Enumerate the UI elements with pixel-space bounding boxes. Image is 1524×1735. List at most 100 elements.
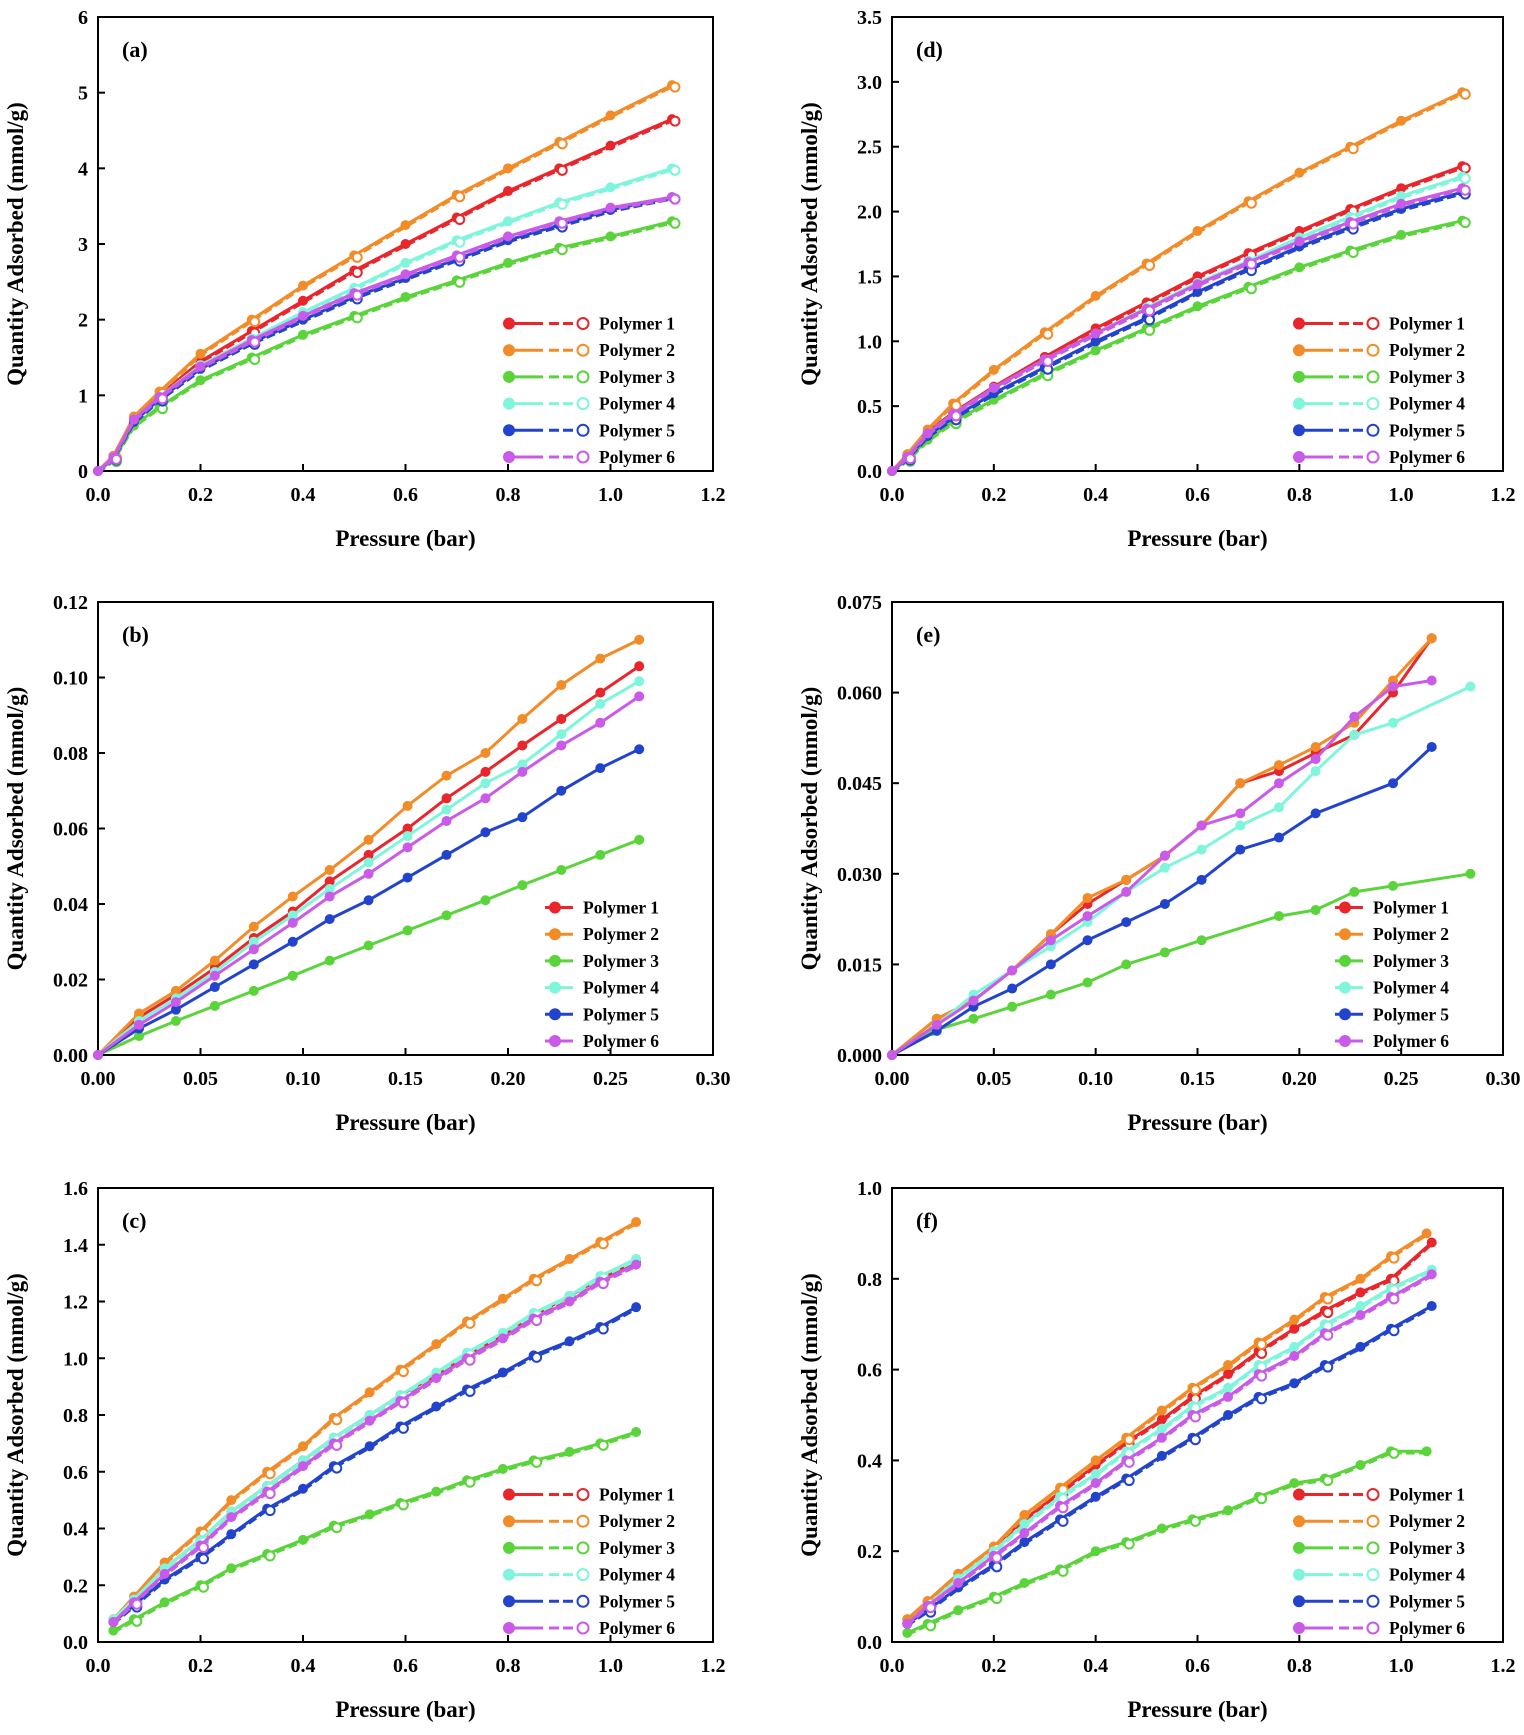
data-point — [287, 970, 298, 981]
legend-item: Polymer 2 — [545, 924, 659, 944]
legend-filled-marker — [503, 1568, 515, 1581]
legend-open-marker — [576, 397, 590, 411]
data-point — [159, 1597, 170, 1608]
legend-item: Polymer 4 — [1335, 978, 1449, 998]
legend-label: Polymer 2 — [599, 340, 675, 360]
data-point — [363, 868, 374, 879]
desorption-point — [397, 1366, 409, 1378]
data-point — [605, 182, 616, 193]
legend-item: Polymer 2 — [503, 340, 675, 360]
desorption-point — [1459, 162, 1471, 174]
data-point — [298, 1461, 308, 1472]
chart-panel: 0.0 0.2 0.4 0.6 0.8 1.0 1.2 0.0 0.2 0.4 0.6 0.8 1.0 P… — [797, 1178, 1516, 1722]
panel-label: (a) — [122, 37, 148, 62]
desorption-point — [669, 115, 681, 127]
data-point — [431, 1486, 442, 1497]
legend-label: Polymer 4 — [599, 1565, 675, 1585]
data-point — [1388, 778, 1399, 789]
data-point — [517, 766, 528, 777]
y-axis-title: Quantity Adsorbed (mmol/g) — [3, 1273, 28, 1557]
legend-item: Polymer 6 — [1335, 1031, 1449, 1051]
x-tick-label: 0.4 — [1083, 1655, 1108, 1677]
data-point — [1235, 844, 1246, 855]
y-tick-label: 3 — [78, 234, 88, 256]
data-point — [402, 925, 413, 936]
data-point — [363, 857, 374, 868]
legend-item: Polymer 2 — [1335, 924, 1449, 944]
data-point — [364, 1415, 375, 1426]
legend-filled-marker — [1293, 317, 1305, 330]
data-point — [400, 239, 411, 249]
series-6 — [93, 691, 645, 1060]
data-point — [556, 729, 567, 740]
desorption-point — [331, 1462, 343, 1474]
x-tick-label: 1.2 — [701, 1655, 726, 1677]
data-point — [564, 1296, 575, 1307]
series-line — [96, 83, 673, 473]
data-point — [1196, 935, 1207, 946]
data-point — [363, 895, 374, 906]
x-tick-label: 0.0 — [880, 1655, 905, 1677]
data-point — [1310, 808, 1321, 819]
desorption-point — [1322, 1475, 1334, 1487]
data-point — [1196, 874, 1207, 885]
legend-open-marker — [576, 370, 590, 384]
data-point — [226, 1512, 237, 1523]
data-point — [1273, 760, 1284, 771]
series-3 — [93, 834, 645, 1060]
legend-label: Polymer 2 — [599, 1511, 675, 1531]
y-tick-label: 2.5 — [857, 137, 882, 159]
legend-open-marker — [1366, 1621, 1380, 1635]
data-point — [1223, 1391, 1234, 1402]
legend-open-marker — [576, 1514, 590, 1528]
data-point — [1007, 983, 1018, 994]
data-point — [595, 698, 606, 709]
data-point — [298, 1483, 308, 1494]
x-tick-label: 0.10 — [1078, 1068, 1113, 1090]
legend-item: Polymer 2 — [503, 1511, 675, 1531]
data-point — [108, 1617, 119, 1628]
x-tick-label: 0.4 — [291, 1655, 316, 1677]
desorption-point — [1245, 258, 1257, 270]
x-tick-label: 0.4 — [291, 484, 316, 506]
data-point — [1082, 977, 1093, 988]
data-point — [298, 1441, 308, 1452]
desorption-point — [531, 1275, 543, 1287]
data-point — [564, 1446, 575, 1457]
data-point — [1121, 886, 1132, 897]
data-point — [634, 676, 645, 687]
data-point — [497, 1333, 508, 1344]
desorption-line — [112, 1308, 637, 1626]
data-point — [556, 865, 567, 876]
desorption-point — [531, 1315, 543, 1327]
legend-item: Polymer 4 — [1293, 1565, 1465, 1585]
desorption-point — [1144, 305, 1156, 317]
y-tick-label: 6 — [78, 7, 88, 29]
data-point — [1349, 711, 1360, 722]
y-tick-label: 1.5 — [857, 266, 882, 288]
data-point — [1310, 741, 1321, 752]
desorption-point — [925, 1602, 937, 1614]
legend-marker — [549, 954, 561, 967]
data-point — [887, 466, 897, 476]
data-point — [517, 740, 528, 751]
legend-open-marker — [576, 317, 590, 330]
data-point — [503, 186, 513, 197]
x-tick-label: 1.2 — [701, 484, 726, 506]
data-point — [634, 661, 645, 672]
data-point — [1273, 832, 1284, 843]
data-point — [431, 1373, 442, 1384]
y-tick-label: 0.8 — [857, 1269, 882, 1291]
legend-label: Polymer 4 — [599, 394, 675, 414]
x-axis-title: Pressure (bar) — [1127, 1110, 1267, 1135]
data-point — [1388, 681, 1399, 692]
legend-item: Polymer 5 — [1335, 1004, 1449, 1024]
data-point — [1396, 198, 1407, 209]
data-point — [324, 914, 335, 925]
data-point — [324, 891, 335, 902]
data-point — [517, 880, 528, 891]
data-point — [248, 985, 259, 996]
series-line — [97, 195, 673, 473]
data-point — [1289, 1341, 1300, 1352]
data-point — [324, 865, 335, 876]
